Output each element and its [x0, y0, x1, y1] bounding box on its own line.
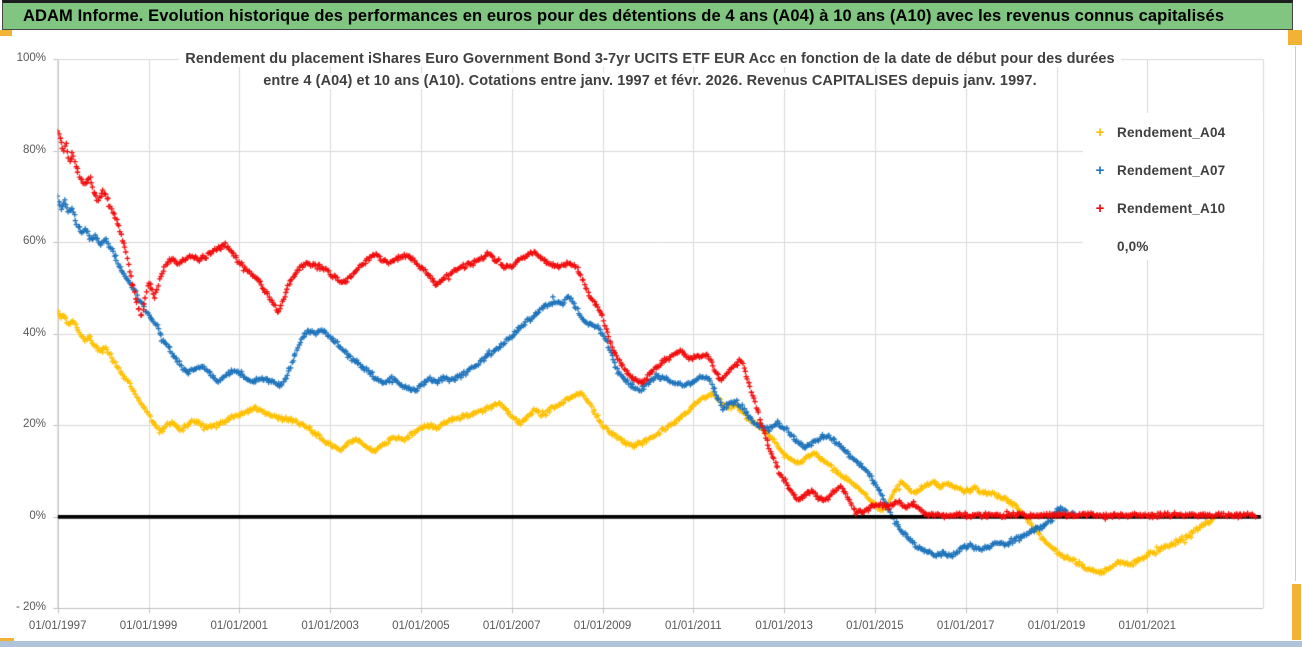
chart-title-line1: Rendement du placement iShares Euro Gove…	[179, 51, 1121, 67]
y-axis-tick-label: 0%	[29, 509, 46, 522]
legend-item-zero-line[interactable]: 0,0%	[1083, 227, 1263, 265]
x-axis-tick-label: 01/01/2019	[1027, 620, 1086, 632]
legend-item-rendement-a04[interactable]: + Rendement_A04	[1083, 113, 1263, 151]
chart-title-line2: entre 4 (A04) et 10 ans (A10). Cotations…	[257, 73, 1043, 89]
y-axis-tick-label: 60%	[22, 235, 46, 248]
x-axis-tick-label: 01/01/2011	[664, 620, 722, 632]
y-axis-tick-label: 100%	[16, 52, 46, 65]
legend-label: Rendement_A10	[1117, 200, 1226, 216]
x-axis-tick-label: 01/01/2009	[573, 620, 632, 632]
window-right-border	[1295, 46, 1296, 581]
legend-label: Rendement_A07	[1117, 162, 1226, 178]
y-axis-tick-label: 80%	[22, 143, 46, 156]
x-axis-tick-label: 01/01/1997	[28, 620, 87, 632]
plus-marker-icon: +	[1095, 123, 1105, 141]
legend-label: 0,0%	[1117, 238, 1149, 254]
chart-legend: + Rendement_A04 + Rendement_A07 + Rendem…	[1083, 113, 1263, 260]
selection-handle-top-left[interactable]	[0, 30, 12, 36]
chart-title: Rendement du placement iShares Euro Gove…	[150, 48, 1150, 92]
legend-item-rendement-a07[interactable]: + Rendement_A07	[1083, 151, 1263, 189]
x-axis-tick-label: 01/01/2007	[482, 620, 541, 632]
plus-marker-icon: +	[1095, 161, 1105, 179]
plus-marker-icon: +	[1095, 199, 1105, 217]
y-axis-tick-label: 20%	[22, 418, 46, 431]
selection-handle-bottom-right[interactable]	[1292, 584, 1301, 640]
x-axis-tick-label: 01/01/2005	[392, 620, 450, 632]
x-axis-tick-label: 01/01/1999	[119, 620, 178, 632]
x-axis-tick-label: 01/01/2001	[210, 620, 269, 632]
legend-label: Rendement_A04	[1117, 124, 1226, 140]
legend-item-rendement-a10[interactable]: + Rendement_A10	[1083, 189, 1263, 227]
y-axis-tick-label: - 20%	[15, 601, 46, 614]
x-axis-tick-label: 01/01/2021	[1118, 620, 1177, 632]
x-axis-tick-label: 01/01/2015	[846, 620, 904, 632]
y-axis-tick-label: 40%	[22, 326, 46, 339]
selection-handle-top-right[interactable]	[1288, 30, 1302, 45]
x-axis-tick-label: 01/01/2013	[755, 620, 813, 632]
x-axis-tick-label: 01/01/2017	[936, 620, 995, 632]
window-bottom-bar	[0, 641, 1302, 647]
x-axis-tick-label: 01/01/2003	[301, 620, 359, 632]
